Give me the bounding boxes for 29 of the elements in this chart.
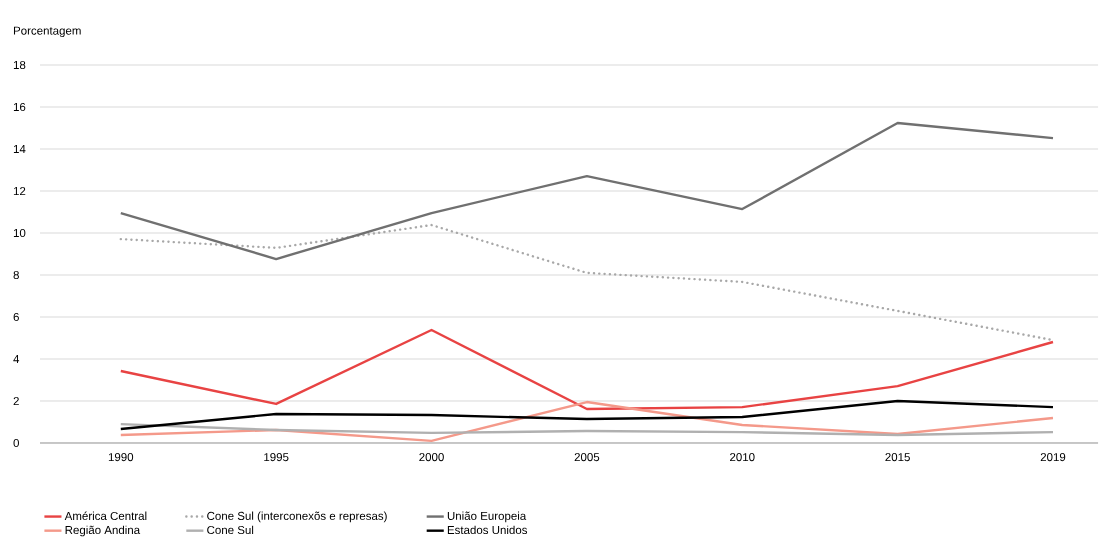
- line-series: [119, 328, 1055, 411]
- y-tick-label: 16: [13, 102, 26, 112]
- x-tick-label: 1990: [108, 453, 134, 462]
- legend-label: Região Andina: [65, 525, 141, 537]
- legend-label: Cone Sul: [207, 525, 254, 535]
- y-tick-label: 18: [13, 60, 26, 70]
- x-tick-label: 2010: [730, 453, 755, 462]
- x-tick-label: 2015: [885, 453, 910, 462]
- line-series: [119, 400, 1055, 443]
- y-tick-label: 4: [13, 355, 20, 363]
- x-tick-label: 2000: [419, 453, 444, 462]
- y-tick-label: 12: [13, 186, 26, 196]
- y-tick-label: 2: [13, 396, 19, 406]
- y-tick-label: 14: [13, 145, 26, 153]
- legend-label: Cone Sul (interconexõs e represas): [207, 511, 387, 523]
- x-tick-label: 2005: [574, 453, 600, 462]
- legend-label: Estados Unidos: [447, 525, 528, 535]
- line-series: [119, 399, 1055, 431]
- line-series: [119, 121, 1055, 261]
- y-tick-label: 0: [13, 438, 19, 448]
- line-series: [119, 422, 1055, 437]
- y-tick-label: 10: [13, 228, 26, 238]
- y-axis-title: Porcentagem: [13, 26, 81, 37]
- y-tick-label: 8: [13, 270, 19, 280]
- y-tick-label: 6: [13, 312, 19, 322]
- x-tick-label: 1995: [264, 453, 289, 462]
- legend-label: União Europeia: [447, 511, 527, 523]
- x-tick-label: 2019: [1040, 453, 1066, 462]
- legend-label: América Central: [64, 511, 147, 521]
